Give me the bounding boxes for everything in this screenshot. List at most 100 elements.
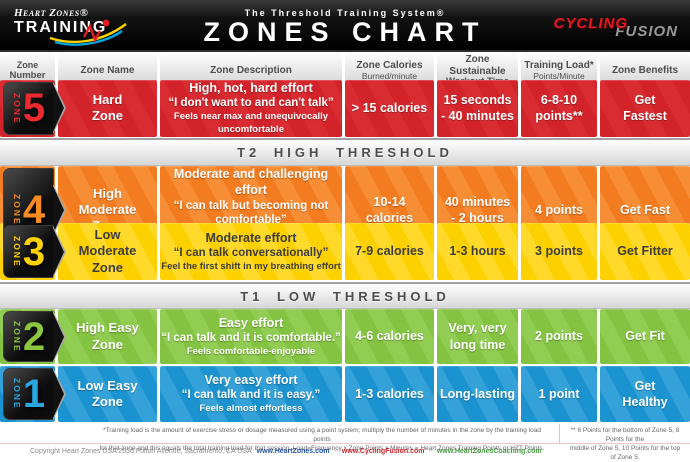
zone-1-description-cell: Very easy effort “I can talk and it is e… (160, 366, 342, 422)
zone-name-line: Hard (92, 92, 123, 108)
description-line: Feels near max and unequivocally uncomfo… (173, 111, 329, 135)
zone-1-name-cell: Low Easy Zone (58, 366, 157, 422)
description-line: Feels comfortable-enjoyable (186, 345, 316, 357)
footnote-line: middle of Zone 5, 10 Points for the top … (569, 445, 681, 462)
heartzonescoaching-link[interactable]: www.HeartZonesCoaching.com (436, 448, 542, 455)
zone-4-badge: ZONE 4 (3, 168, 54, 252)
header-line: Training Load* (524, 60, 594, 72)
heartzones-link[interactable]: www.HeartZones.com (256, 448, 330, 455)
page-title: ZONES CHART (203, 16, 487, 47)
stat-line: Get Fast (619, 202, 670, 217)
description-line: Feel the first shift in my breathing eff… (161, 260, 341, 272)
header-line: Points/Minute (533, 70, 585, 81)
zone-badge-word: ZONE (11, 235, 22, 268)
heart-zones-logo: Heart Zones® TRAINING (0, 0, 172, 50)
table-header-row: Zone Number Zone Name Zone Description Z… (0, 52, 690, 88)
link-separator: - (334, 448, 337, 455)
stat-line: 3 points (535, 244, 583, 259)
zone-3-badge-cell: ZONE 3 (0, 223, 55, 280)
zone-5-description-cell: High, hot, hard effort “I don't want to … (160, 80, 342, 137)
heartbeat-swoosh-icon (49, 19, 127, 46)
header-line: Burned/minute (361, 70, 418, 81)
stat-line: Long-lasting (440, 386, 515, 401)
stat-line: Get Fit (625, 329, 665, 344)
zone-name-line: High (93, 185, 122, 201)
header-line: Number (9, 69, 46, 81)
zone-1-benefit-cell: Get Healthy (600, 366, 690, 422)
copyright-text: Copyright Heart Zones USA 2636 Fulton Av… (30, 448, 252, 455)
stat-line: Healthy (622, 395, 668, 409)
stat-line: - 2 hours (451, 211, 504, 225)
divider-label: T2 HIGH THRESHOLD (237, 145, 453, 160)
zone-3-benefit-cell: Get Fitter (600, 223, 690, 280)
zone-row-1: ZONE 1 Low Easy Zone Very easy effort “I… (0, 366, 690, 422)
stat-line: 4 points (535, 202, 583, 217)
stat-line: 40 minutes (444, 194, 511, 209)
zone-name-line: Moderate (78, 243, 137, 259)
stat-line: 10-14 (373, 194, 406, 209)
zone-5-badge: ZONE 5 (3, 82, 54, 135)
zone-2-name-cell: High Easy Zone (58, 309, 157, 364)
footnote-line: *Training load is the amount of exercise… (102, 427, 542, 444)
stat-line: Get (634, 93, 656, 108)
zone-badge-word: ZONE (11, 194, 22, 226)
zone-5-benefit-cell: Get Fastest (600, 80, 690, 137)
header-line: Zone Name (80, 65, 135, 77)
zone-name-line: Zone (91, 108, 124, 124)
zone-1-calories-cell: 1-3 calories (345, 366, 434, 422)
description-line: “I can talk and it is comfortable.” (161, 331, 341, 344)
stat-line: - 40 minutes (441, 109, 514, 124)
header-line: Zone Sustainable (449, 54, 506, 77)
stat-line: > 15 calories (351, 101, 428, 116)
zone-name-line: Zone (91, 394, 124, 409)
zone-4-name-cell: High Moderate Zone (58, 166, 157, 254)
stat-line: 1-3 calories (355, 386, 424, 401)
stat-line: 7-9 calories (355, 244, 424, 259)
training-load-footnote: *Training load is the amount of exercise… (0, 424, 560, 452)
description-line: “I don't want to and can't talk” (168, 97, 334, 110)
cyclingfusion-link[interactable]: www.CyclingFusion.com (341, 448, 425, 455)
zone-5-calories-cell: > 15 calories (345, 80, 434, 137)
zone-badge-word: ZONE (11, 378, 22, 410)
stat-line: 1-3 hours (449, 244, 506, 259)
zone-badge-word: ZONE (11, 320, 22, 353)
zone-number: 5 (22, 86, 46, 131)
stat-line: Get (634, 378, 656, 393)
description-line: Moderate effort (205, 230, 297, 245)
zone-number: 1 (22, 372, 46, 416)
zone-badge-word: ZONE (11, 92, 22, 125)
zone-2-description-cell: Easy effort “I can talk and it is comfor… (160, 309, 342, 364)
zone-name-line: Zone (91, 259, 124, 275)
zone-name-line: High Easy (76, 320, 139, 336)
zone-3-time-cell: 1-3 hours (437, 223, 518, 280)
zone-row-4: ZONE 4 High Moderate Zone Moderate and c… (0, 166, 690, 254)
zone-2-badge-cell: ZONE 2 (0, 309, 55, 364)
zone-number: 4 (22, 188, 46, 232)
stat-line: Very, very (448, 321, 507, 336)
link-separator: - (429, 448, 432, 455)
zone-row-3: ZONE 3 Low Moderate Zone Moderate effort… (0, 223, 690, 280)
threshold-divider-t2: T2 HIGH THRESHOLD (0, 138, 690, 166)
zone-number: 2 (22, 314, 46, 359)
cycling-fusion-logo: CYCLING FUSION (518, 0, 690, 50)
zone-2-time-cell: Very, very long time (437, 309, 518, 364)
zone-3-description-cell: Moderate effort “I can talk conversation… (160, 223, 342, 280)
footnote-line: ** 6 Points for the bottom of Zone 5, 8 … (570, 427, 680, 444)
zone-name-line: Low (94, 227, 121, 243)
zone-row-5: ZONE 5 Hard Zone High, hot, hard effort … (0, 80, 690, 137)
stat-line: long time (449, 337, 506, 352)
zone-3-badge: ZONE 3 (3, 225, 54, 278)
header-line: Zone Description (210, 65, 292, 77)
zone-2-badge: ZONE 2 (3, 311, 54, 362)
zone-2-benefit-cell: Get Fit (600, 309, 690, 364)
zone-1-badge: ZONE 1 (3, 368, 54, 420)
zone-row-2: ZONE 2 High Easy Zone Easy effort “I can… (0, 309, 690, 364)
top-header-bar: Heart Zones® TRAINING The Threshold Trai… (0, 0, 690, 52)
chart-subtitle: The Threshold Training System® (244, 7, 446, 18)
stat-line: 15 seconds (443, 93, 512, 108)
zone-1-badge-cell: ZONE 1 (0, 366, 55, 422)
description-line: Feels almost effortless (199, 403, 303, 415)
stat-line: points** (535, 109, 583, 124)
header-line: Zone Benefits (611, 65, 679, 77)
header-line: Zone Calories (356, 60, 423, 72)
